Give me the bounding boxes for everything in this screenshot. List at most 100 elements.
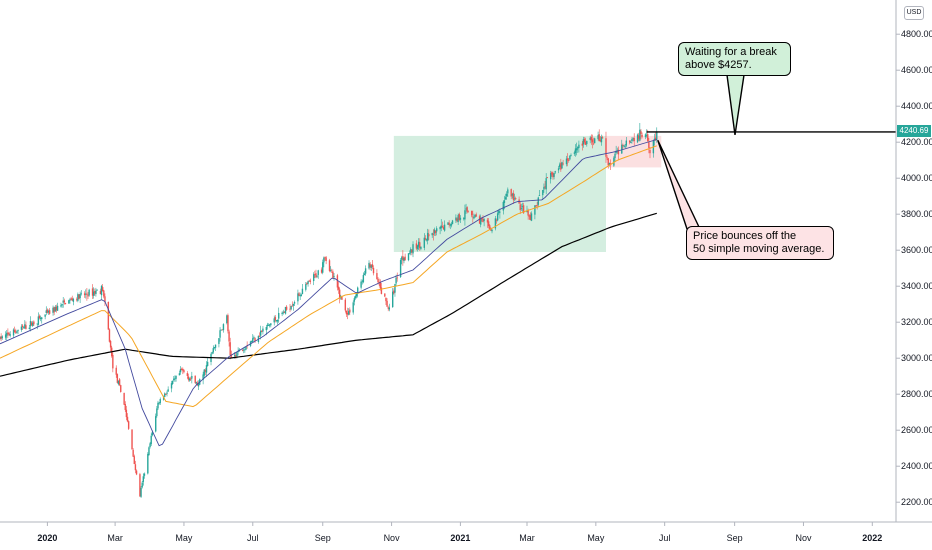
y-tick-label: 4600.00 [901,65,932,75]
candle [402,250,404,266]
candle [458,212,460,222]
candle [581,140,583,151]
candle [597,131,599,141]
candle [72,297,75,306]
candle [155,413,157,433]
candle [447,221,449,225]
candle [179,366,182,375]
y-axis[interactable]: 2200.00 2400.00 2600.00 2800.00 3000.00 3200.… [896,29,932,507]
candle [131,429,133,450]
candle [443,220,446,232]
candle [17,329,19,335]
candle [325,256,327,265]
candle [584,137,587,146]
candle [625,136,627,148]
candle [433,227,436,236]
candle [457,213,459,225]
candle [147,452,149,475]
candle [549,170,552,184]
candle [60,302,62,308]
x-tick-label: May [175,533,193,543]
candle [141,481,143,489]
candle [434,230,437,237]
candle [513,193,516,202]
candle [510,188,512,200]
candle [640,129,642,140]
candle [44,314,46,320]
candle [63,298,66,305]
annotation-break-callout[interactable]: Waiting for a break above $4257. [678,42,791,76]
x-tick-label: 2020 [37,533,57,543]
moving-averages-layer [0,139,657,447]
candle [245,346,247,351]
candle [323,256,325,268]
candle [228,329,230,347]
annotation-bounce-line-2: 50 simple moving average. [693,243,825,255]
sma-20-line[interactable] [0,139,657,447]
candle [64,302,67,305]
currency-badge[interactable]: USD [904,6,924,20]
candle [250,340,253,343]
candle [520,203,523,211]
candle [404,253,406,261]
candle [267,323,270,326]
sma-50-line[interactable] [0,145,657,408]
candle [124,401,126,412]
candle [613,156,615,167]
annotation-bounce-callout[interactable]: Price bounces off the 50 simple moving a… [686,226,834,260]
candle [149,442,151,449]
candle [258,332,261,338]
candle [123,392,125,406]
x-tick-label: Mar [519,533,535,543]
candle [636,133,639,144]
candle [52,305,54,316]
candle [68,299,70,304]
sma-200-line[interactable] [0,212,657,377]
candle [420,246,422,251]
candle [507,187,509,198]
y-tick-label: 3400.00 [901,281,932,291]
candle [76,297,78,302]
x-axis[interactable]: 2020 Mar May Jul Sep Nov 2021 Mar May Jul Sep Nov 20… [37,522,882,543]
candle [187,373,190,382]
candle [489,224,491,230]
candle [299,292,301,300]
candle [117,380,120,386]
annotation-break-pointer [726,74,745,136]
candle [188,377,191,382]
candle [615,145,617,155]
candle [466,206,468,214]
candle [606,155,608,161]
candle [174,375,176,382]
candle [586,140,588,147]
x-tick-label: 2021 [450,533,470,543]
candle [186,371,189,379]
candle [439,226,441,235]
candle [283,311,286,314]
x-tick-label: Jul [659,533,671,543]
candle [210,352,212,366]
candle [139,472,141,497]
candle [449,223,451,230]
candle [648,137,650,154]
candle [80,290,82,296]
candle [13,326,16,333]
candle [426,228,429,245]
candle [459,215,462,224]
candle [557,165,560,174]
candle [150,433,152,447]
candle [96,289,98,291]
candle [211,351,213,355]
candle [423,233,426,251]
candle [364,265,367,276]
candle [212,345,214,354]
candle [396,272,398,282]
x-tick-label: Sep [315,533,331,543]
candle [180,367,183,371]
candle [417,238,420,250]
candle [261,330,263,333]
y-tick-label: 3000.00 [901,353,932,363]
candle [316,274,318,278]
